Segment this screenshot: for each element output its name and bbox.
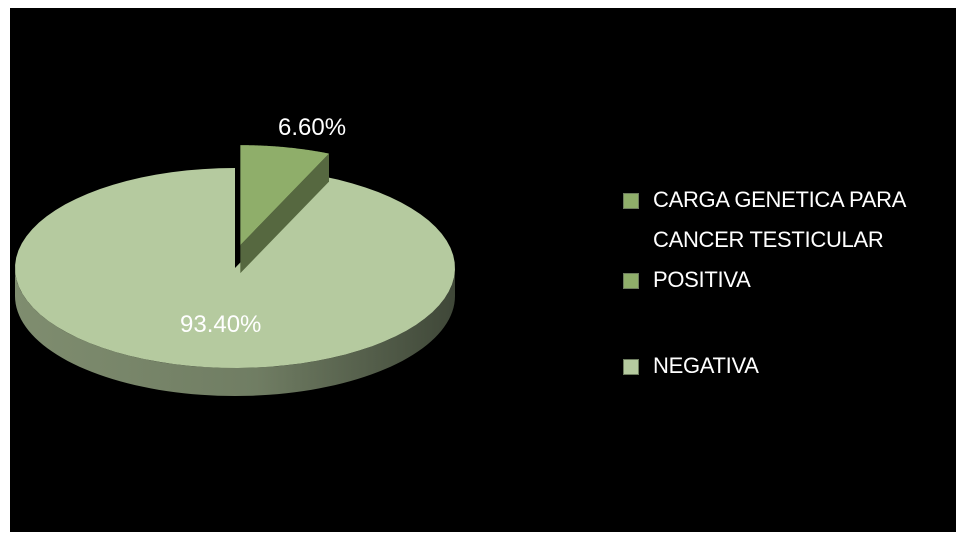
- pie-top-negativa: [15, 168, 455, 368]
- legend-title-swatch: [623, 193, 639, 209]
- data-label-negativa: 93.40%: [180, 311, 261, 338]
- legend-title: CARGA GENETICA PARA CANCER TESTICULAR: [653, 187, 905, 252]
- pie-slice-positiva: [240, 145, 329, 274]
- chart-legend: CARGA GENETICA PARA CANCER TESTICULAR PO…: [623, 180, 953, 386]
- legend-label-negativa: NEGATIVA: [653, 353, 759, 378]
- legend-entry-title: CARGA GENETICA PARA CANCER TESTICULAR: [623, 180, 953, 260]
- legend-swatch-negativa: [623, 359, 639, 375]
- legend-item-negativa: NEGATIVA: [623, 346, 953, 386]
- pie-top-positiva: [240, 145, 329, 246]
- data-label-positiva: 6.60%: [278, 114, 346, 141]
- pie-slice-negativa: [15, 168, 455, 396]
- pie-wall-negativa: [15, 268, 455, 396]
- legend-swatch-positiva: [623, 273, 639, 289]
- pie-cut-positiva: [240, 153, 329, 274]
- pie-chart: 6.60% 93.40%: [15, 114, 455, 396]
- legend-label-positiva: POSITIVA: [653, 267, 751, 292]
- chart-frame: 6.60% 93.40% CARGA GENETICA PARA CANCER T…: [10, 8, 956, 532]
- legend-item-positiva: POSITIVA: [623, 260, 953, 300]
